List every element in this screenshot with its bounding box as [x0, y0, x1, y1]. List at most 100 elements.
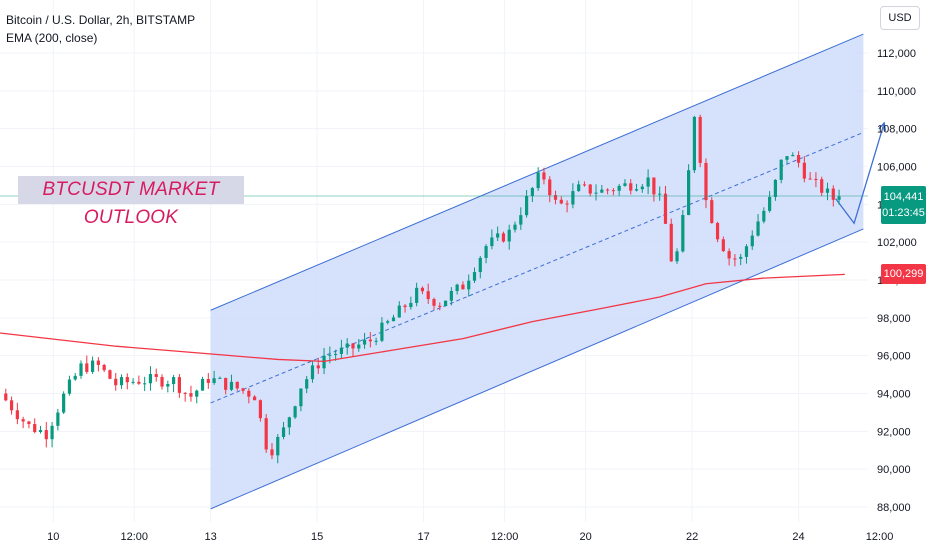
candle-body	[114, 378, 118, 386]
candle-body	[773, 179, 778, 197]
x-tick-label: 15	[311, 531, 323, 543]
candle-body	[334, 353, 338, 355]
candle-body	[820, 179, 824, 193]
candle-body	[478, 257, 482, 273]
candle-body	[391, 317, 396, 322]
candle-body	[640, 186, 644, 190]
candle-body	[276, 436, 280, 456]
candle-body	[762, 210, 766, 222]
candle-body	[258, 400, 262, 419]
candle-body	[177, 377, 181, 393]
candle-body	[571, 191, 575, 205]
channel-fill	[210, 34, 864, 509]
candle-body	[200, 379, 205, 391]
candle-body	[397, 305, 401, 318]
candle-body	[90, 360, 95, 372]
currency-button[interactable]: USD	[880, 6, 920, 30]
x-tick-label: 13	[205, 531, 217, 543]
chart-legend: Bitcoin / U.S. Dollar, 2h, BITSTAMP EMA …	[6, 11, 195, 47]
candle-body	[73, 375, 77, 380]
y-tick-label: 112,000	[877, 48, 916, 60]
candle-body	[345, 343, 349, 348]
candle-body	[264, 418, 268, 450]
candle-body	[588, 184, 592, 194]
candle-body	[675, 251, 679, 262]
candle-body	[154, 374, 158, 377]
candle-body	[9, 400, 14, 411]
projection-arrowhead	[878, 121, 887, 131]
candle-body	[4, 393, 8, 401]
candle-body	[287, 417, 291, 428]
candle-body	[513, 224, 517, 230]
ema-line	[0, 273, 845, 362]
candle-body	[224, 377, 228, 390]
candle-body	[415, 287, 419, 303]
candle-body	[692, 116, 696, 171]
candle-body	[669, 223, 673, 262]
x-tick-label: 20	[579, 531, 591, 543]
candle-body	[796, 155, 801, 163]
candle-body	[808, 178, 812, 180]
candle-body	[704, 162, 708, 201]
candle-body	[756, 221, 760, 236]
candle-body	[617, 185, 621, 191]
candle-body	[15, 410, 19, 420]
candle-body	[750, 235, 754, 247]
candle-body	[733, 258, 737, 260]
x-tick-label: 12:00	[491, 531, 519, 543]
candle-body	[172, 377, 176, 385]
candle-body	[565, 203, 569, 205]
ema-value-badge: 100,299	[881, 264, 926, 284]
candle-body	[524, 195, 529, 216]
y-tick-label: 90,000	[877, 464, 911, 476]
candle-body	[21, 419, 25, 422]
candle-body	[698, 116, 702, 163]
candle-body	[779, 159, 783, 180]
candle-body	[461, 284, 465, 290]
candle-body	[33, 424, 37, 433]
candle-body	[235, 381, 239, 389]
y-tick-label: 110,000	[877, 86, 916, 98]
bar-countdown: 01:23:45	[882, 207, 925, 219]
candle-body	[102, 364, 106, 371]
candle-body	[721, 239, 725, 252]
candle-body	[27, 421, 31, 425]
candle-body	[339, 347, 344, 354]
channel-upper-line	[210, 33, 864, 311]
candle-body	[814, 178, 818, 180]
candle-body	[594, 192, 598, 194]
candle-body	[652, 177, 656, 195]
candle-body	[727, 251, 731, 259]
candle-body	[501, 233, 506, 242]
candle-body	[206, 379, 210, 383]
candle-body	[825, 188, 830, 193]
candlestick-series	[4, 114, 841, 464]
candle-body	[449, 290, 453, 301]
candle-body	[305, 379, 309, 389]
candle-body	[293, 406, 297, 418]
x-tick-label: 24	[792, 531, 804, 543]
candle-body	[530, 188, 534, 196]
candle-body	[715, 223, 720, 240]
candle-body	[420, 287, 425, 292]
candle-body	[386, 321, 390, 323]
candle-body	[160, 376, 164, 387]
candle-body	[623, 183, 627, 186]
candle-body	[443, 300, 448, 307]
candle-body	[432, 299, 436, 306]
candle-body	[328, 354, 332, 356]
candle-body	[600, 189, 604, 193]
last-price-badge: 104,441 01:23:45	[881, 186, 926, 224]
candle-body	[785, 156, 789, 160]
candle-body	[310, 365, 315, 380]
candle-body	[368, 339, 372, 342]
candle-body	[536, 172, 540, 189]
candle-body	[212, 378, 216, 383]
candle-body	[85, 363, 89, 372]
candle-body	[837, 196, 841, 200]
candle-body	[281, 427, 286, 437]
candle-body	[658, 193, 662, 195]
candle-body	[316, 365, 320, 369]
candle-body	[472, 272, 477, 281]
